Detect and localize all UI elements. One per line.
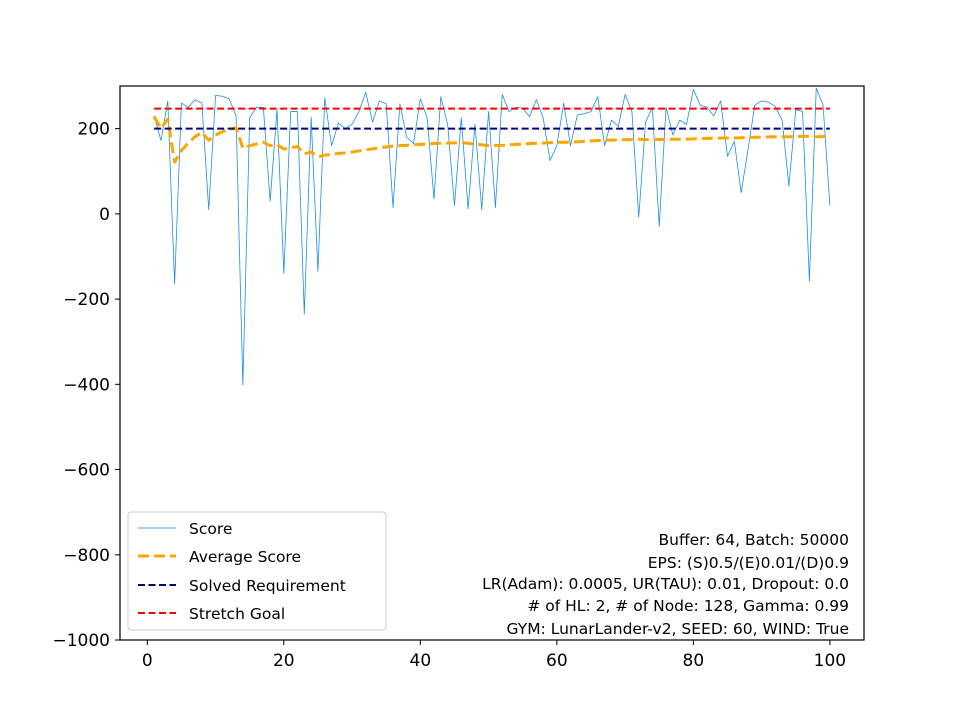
annotation-gym-seed-wind: GYM: LunarLander-v2, SEED: 60, WIND: Tru… xyxy=(507,620,849,638)
hyperparameter-annotations: Buffer: 64, Batch: 50000 EPS: (S)0.5/(E)… xyxy=(482,531,849,638)
x-tick-label: 100 xyxy=(814,651,846,671)
series-line-average-score xyxy=(152,115,830,164)
y-tick-label: −400 xyxy=(63,375,110,395)
axes-frame xyxy=(119,85,865,641)
axis-ticks: 0 20 40 60 80 100 −1000 −800 −600 −400 −200 0 200 xyxy=(52,120,846,671)
annotation-buffer-batch: Buffer: 64, Batch: 50000 xyxy=(658,531,849,549)
x-tick-label: 0 xyxy=(142,651,153,671)
y-tick-label: 200 xyxy=(78,120,110,140)
annotation-hidden-layers: # of HL: 2, # of Node: 128, Gamma: 0.99 xyxy=(527,597,849,615)
annotation-eps: EPS: (S)0.5/(E)0.01/(D)0.9 xyxy=(648,554,849,572)
legend-label-average-score: Average Score xyxy=(189,548,301,566)
x-tick-label: 60 xyxy=(546,651,568,671)
annotation-lr-ur-dropout: LR(Adam): 0.0005, UR(TAU): 0.01, Dropout… xyxy=(482,575,849,593)
y-tick-label: −600 xyxy=(63,461,110,481)
plot-area xyxy=(152,87,831,386)
legend-box xyxy=(127,511,387,631)
legend-label-stretch-goal: Stretch Goal xyxy=(189,605,285,623)
legend-label-score: Score xyxy=(189,520,232,538)
x-tick-label: 40 xyxy=(410,651,432,671)
legend: Score Average Score Solved Requirement S… xyxy=(127,511,387,631)
x-tick-label: 80 xyxy=(683,651,705,671)
legend-label-solved-requirement: Solved Requirement xyxy=(189,577,346,595)
y-tick-label: −800 xyxy=(63,546,110,566)
y-tick-label: −200 xyxy=(63,290,110,310)
x-tick-label: 20 xyxy=(273,651,295,671)
y-tick-label: 0 xyxy=(99,205,110,225)
y-tick-label: −1000 xyxy=(52,631,110,651)
